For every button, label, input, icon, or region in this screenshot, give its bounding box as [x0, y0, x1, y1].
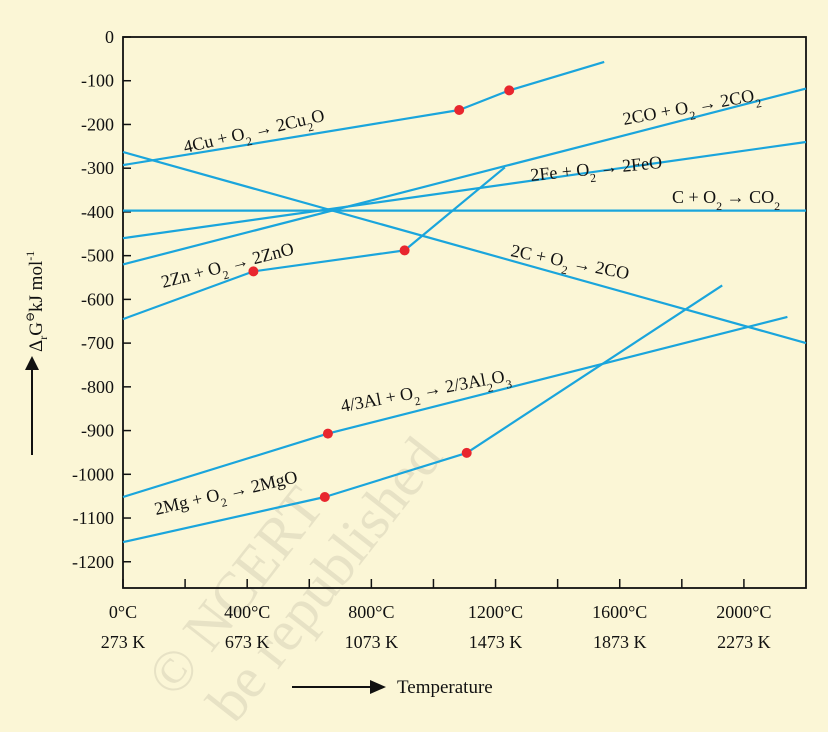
y-tick-label: -200: [81, 114, 114, 134]
subscript: 2: [716, 199, 722, 213]
equation-text: → 2FeO: [594, 152, 663, 179]
equation-text: 2Fe + O: [529, 159, 590, 185]
series-markers: [248, 85, 515, 502]
subscript: 2: [245, 134, 254, 149]
y-axis-standard-superscript: ⊖: [23, 312, 37, 322]
subscript: 2: [221, 267, 230, 282]
series-line-2: [122, 140, 807, 240]
y-tick-label: -800: [81, 377, 114, 397]
series-line-5: [122, 166, 506, 321]
y-tick-label: -1200: [72, 552, 114, 572]
equation-text: O: [309, 105, 326, 127]
y-axis: 0 -100 -200 -300 -400 -500 -600 -700 -800 -900 -10…: [72, 27, 131, 572]
subscript: 2: [413, 394, 421, 409]
x-axis-label: Temperature: [397, 677, 493, 698]
y-tick-label: 0: [105, 27, 114, 47]
equation-text: → CO: [722, 187, 774, 207]
subscript: 2: [486, 380, 494, 395]
subscript: 2: [589, 171, 596, 186]
y-axis-unit-superscript: -1: [23, 251, 37, 261]
co2-label: C + O2 → CO2: [672, 187, 780, 213]
x-tick-label-kelvin: 2273 K: [717, 632, 771, 652]
transition-point-marker: [461, 447, 472, 458]
x-axis-arrowhead: [370, 680, 386, 694]
equation-text: 2C + O: [509, 240, 565, 270]
y-axis-title: ΔrG⊖kJ mol-1: [23, 251, 50, 455]
subscript: 2: [774, 199, 780, 213]
y-axis-delta: Δ: [26, 340, 47, 352]
transition-point-marker: [399, 245, 410, 256]
x-axis-title: Temperature: [292, 677, 493, 698]
x-tick-label-kelvin: 1473 K: [469, 632, 523, 652]
equation-text: 4/3Al + O: [339, 383, 415, 416]
transition-point-marker: [454, 105, 465, 115]
x-tick-label-celsius: 800°C: [348, 602, 394, 622]
x-tick-label-celsius: 1600°C: [592, 602, 647, 622]
x-tick-label-celsius: 1200°C: [468, 602, 523, 622]
transition-point-marker: [319, 492, 330, 502]
feo-label: 2Fe + O2 → 2FeO: [529, 152, 663, 191]
transition-point-marker: [248, 266, 259, 277]
x-tick-label-kelvin: 1073 K: [345, 632, 399, 652]
co2-from-co-label: 2CO + O2 → 2CO2: [621, 84, 763, 135]
x-axis: 0°C 273 K 400°C 673 K 800°C 1073 K 1200°C 1473 …: [101, 579, 772, 652]
subscript: 2: [220, 495, 229, 510]
y-tick-label: -600: [81, 289, 114, 309]
series-line-4: [122, 150, 807, 345]
transition-point-marker: [504, 85, 515, 96]
equation-text: 2CO + O: [621, 97, 690, 129]
series-line-7: [122, 284, 723, 544]
equation-text: 2Mg + O: [152, 485, 221, 519]
x-tick-label-kelvin: 673 K: [225, 632, 270, 652]
y-tick-label: -1100: [73, 508, 114, 528]
subscript: 2: [688, 108, 696, 123]
subscript: 3: [505, 377, 513, 392]
plot-frame: [122, 36, 807, 589]
x-tick-label-kelvin: 273 K: [101, 632, 146, 652]
y-axis-unit: kJ mol: [26, 261, 47, 312]
y-tick-label: -1000: [72, 464, 114, 484]
subscript: 2: [306, 120, 315, 135]
y-tick-label: -500: [81, 246, 114, 266]
series-line-1: [122, 87, 807, 266]
y-tick-label: -400: [81, 202, 114, 222]
y-axis-r-subscript: r: [36, 336, 50, 340]
equation-text: → 2CO: [692, 85, 756, 116]
y-tick-label: -700: [81, 333, 114, 353]
equation-text: O: [490, 366, 506, 388]
subscript: 2: [560, 262, 569, 277]
x-tick-label-celsius: 0°C: [109, 602, 137, 622]
y-axis-label: ΔrG⊖kJ mol-1: [23, 251, 50, 352]
equation-text: 4Cu + O: [181, 123, 246, 156]
cu2o-label: 4Cu + O2 → 2Cu2O: [181, 105, 327, 163]
x-tick-label-celsius: 2000°C: [716, 602, 771, 622]
y-tick-label: -100: [81, 71, 114, 91]
y-axis-g: G: [26, 322, 47, 336]
x-tick-label-kelvin: 1873 K: [593, 632, 647, 652]
transition-point-marker: [322, 428, 333, 439]
y-axis-arrowhead: [25, 356, 39, 370]
series-line-0: [122, 60, 605, 167]
y-tick-label: -300: [81, 158, 114, 178]
series-line-6: [122, 315, 788, 499]
subscript: 2: [754, 96, 762, 111]
y-tick-label: -900: [81, 421, 114, 441]
x-tick-label-celsius: 400°C: [224, 602, 270, 622]
equation-text: C + O: [672, 187, 716, 207]
